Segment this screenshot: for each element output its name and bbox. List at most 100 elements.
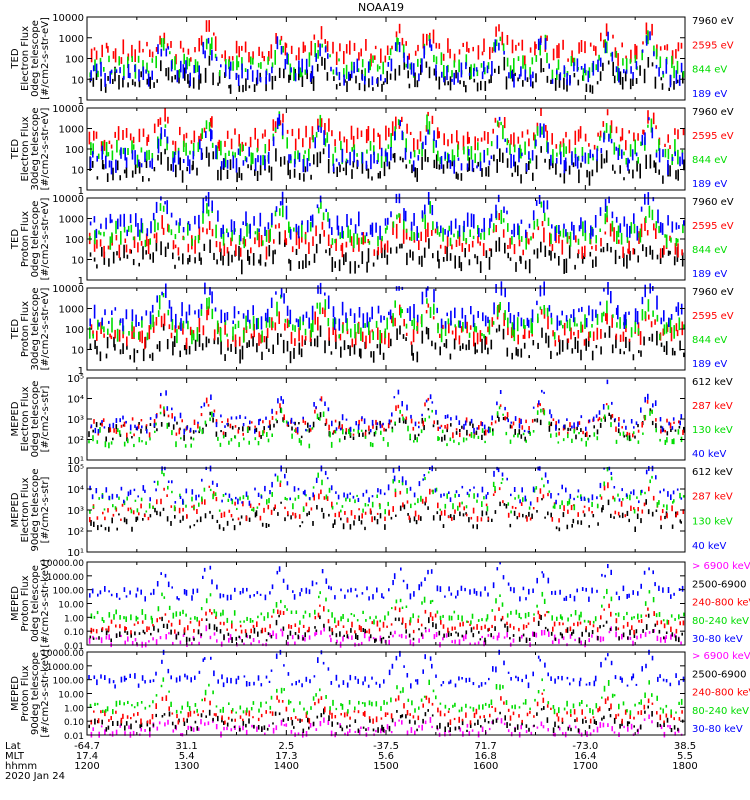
data-point xyxy=(265,246,268,260)
data-point xyxy=(118,75,120,90)
data-point xyxy=(391,428,394,433)
data-point xyxy=(118,56,120,66)
data-point xyxy=(475,591,478,596)
data-point xyxy=(563,77,565,90)
data-point xyxy=(634,139,636,155)
data-point xyxy=(604,213,607,225)
data-point xyxy=(330,66,332,72)
data-point xyxy=(537,620,540,626)
data-point xyxy=(328,218,331,229)
data-point xyxy=(636,160,638,172)
y-tick-label: 100 xyxy=(65,235,84,246)
y-axis-label: TEDElectron Flux30deg telescope[#/cm2-s-… xyxy=(10,107,51,190)
data-point xyxy=(510,610,512,615)
data-point xyxy=(361,513,363,519)
data-point xyxy=(458,420,461,425)
y-axis-label-line: [#/cm2-s-str-eV] xyxy=(40,108,51,191)
data-point xyxy=(623,69,625,74)
data-point xyxy=(634,320,637,333)
data-point xyxy=(516,317,519,332)
data-point xyxy=(518,239,521,247)
data-point xyxy=(502,413,504,416)
data-point xyxy=(484,624,486,629)
data-point xyxy=(544,613,546,617)
data-point xyxy=(619,432,621,436)
data-point xyxy=(362,432,364,437)
data-point xyxy=(364,526,366,531)
data-point xyxy=(477,225,479,235)
data-point xyxy=(317,472,319,478)
data-point xyxy=(141,222,144,234)
data-point xyxy=(592,331,595,341)
data-point xyxy=(569,493,572,499)
data-point xyxy=(164,613,167,616)
data-point xyxy=(265,523,268,528)
data-point xyxy=(440,620,442,625)
data-point xyxy=(304,339,306,345)
data-point xyxy=(542,68,545,72)
data-point xyxy=(287,160,289,176)
data-point xyxy=(271,481,273,488)
data-point xyxy=(351,147,353,152)
data-point xyxy=(497,305,499,317)
data-point xyxy=(217,337,219,345)
data-point xyxy=(554,340,557,347)
data-point xyxy=(129,431,132,434)
data-point xyxy=(478,227,480,238)
data-point xyxy=(361,232,363,236)
data-point xyxy=(295,223,298,233)
data-point xyxy=(286,608,288,611)
data-point xyxy=(289,169,291,179)
data-point xyxy=(285,238,288,246)
data-point xyxy=(656,314,659,322)
data-point xyxy=(424,204,426,215)
y-axis-label-line: 0deg telescope xyxy=(30,381,41,458)
data-point xyxy=(92,628,95,632)
data-point xyxy=(545,125,547,132)
data-point xyxy=(286,498,288,501)
data-point xyxy=(431,230,433,236)
data-point xyxy=(252,305,254,316)
data-point xyxy=(606,215,608,223)
data-point xyxy=(218,139,221,151)
data-point xyxy=(355,421,357,426)
data-point xyxy=(350,236,353,246)
data-point xyxy=(615,126,618,134)
data-point xyxy=(456,590,459,596)
data-point xyxy=(473,331,475,347)
data-point xyxy=(653,51,655,57)
data-point xyxy=(541,498,543,501)
data-point xyxy=(230,438,233,442)
data-point xyxy=(542,573,545,578)
data-point xyxy=(583,513,586,517)
data-point xyxy=(340,517,342,521)
data-point xyxy=(105,436,107,442)
data-point xyxy=(362,492,365,497)
data-point xyxy=(294,325,296,332)
data-point xyxy=(501,472,504,477)
data-point xyxy=(559,230,562,237)
data-point xyxy=(193,130,196,143)
data-point xyxy=(228,150,230,156)
data-point xyxy=(515,609,518,615)
data-point xyxy=(381,83,383,92)
data-point xyxy=(582,510,585,514)
data-point xyxy=(455,595,457,599)
data-point xyxy=(658,139,660,151)
data-point xyxy=(92,505,95,509)
data-point xyxy=(371,176,373,181)
data-point xyxy=(316,63,319,72)
data-point xyxy=(112,437,114,441)
y-axis-label-line: MEPED xyxy=(10,401,21,436)
data-point xyxy=(623,616,625,621)
data-point xyxy=(377,246,379,256)
data-point xyxy=(615,618,618,624)
data-point xyxy=(213,32,215,36)
data-point xyxy=(507,418,509,423)
data-point xyxy=(447,152,449,162)
data-point xyxy=(431,340,433,347)
data-point xyxy=(478,425,480,430)
data-point xyxy=(219,621,222,625)
data-point xyxy=(477,138,479,142)
data-point xyxy=(393,153,396,163)
